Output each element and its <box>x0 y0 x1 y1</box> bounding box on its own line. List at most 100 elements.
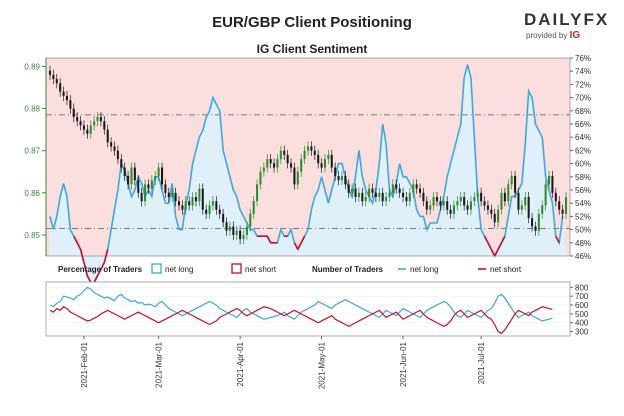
candle-body <box>459 197 462 202</box>
candle-body <box>452 205 456 214</box>
net-short-pct-segment <box>493 249 499 257</box>
candle-body <box>422 192 425 202</box>
candle-body <box>531 218 534 227</box>
candle-body <box>262 167 265 172</box>
candle-body <box>554 192 557 202</box>
candle-body <box>551 175 554 193</box>
candle-body <box>320 163 323 168</box>
lower-right-tick-label: 700 <box>575 292 589 301</box>
candle-body <box>408 192 411 202</box>
candle-body <box>317 154 320 164</box>
candle-body <box>218 209 221 214</box>
net-short-count-line <box>49 306 553 335</box>
candle-body <box>269 159 272 164</box>
candle-body <box>296 171 299 185</box>
dailyfx-logo: DAILYFX <box>524 10 609 30</box>
candle-body <box>391 184 394 193</box>
candle-body <box>497 209 500 223</box>
candle-body <box>86 129 89 134</box>
candle-body <box>48 70 52 75</box>
candle-body <box>517 192 520 210</box>
candle-body <box>418 188 422 193</box>
candle-body <box>402 192 405 198</box>
legend-num-short-label: net short <box>490 265 522 274</box>
candle-body <box>184 201 187 210</box>
candle-body <box>327 154 330 160</box>
candle-body <box>429 205 432 210</box>
candle-body <box>381 192 384 202</box>
candle-body <box>225 222 228 231</box>
candle-body <box>547 175 551 185</box>
candle-body <box>133 167 136 181</box>
x-date-label: 2021-May-01 <box>318 341 327 389</box>
right-tick-label: 56% <box>575 186 591 195</box>
candle-body <box>425 201 428 210</box>
candle-body <box>266 159 269 168</box>
net-long-pct-line <box>49 64 564 284</box>
candle-body <box>520 205 523 210</box>
candle-body <box>405 197 408 202</box>
candle-body <box>228 226 231 231</box>
left-tick-label: 0.85 <box>24 231 40 240</box>
net-short-pct-segment <box>103 249 109 263</box>
legend-pct-short-label: net short <box>245 265 277 274</box>
left-tick-label: 0.87 <box>24 147 40 156</box>
lower-right-tick-label: 800 <box>575 283 589 292</box>
net-short-pct-segment <box>86 275 92 283</box>
candle-body <box>164 184 167 193</box>
candle-body <box>123 167 126 176</box>
candle-body <box>76 116 79 122</box>
candle-body <box>208 205 211 214</box>
candle-body <box>480 192 483 202</box>
candle-body <box>72 108 75 117</box>
candle-body <box>500 192 503 210</box>
right-tick-label: 70% <box>575 94 591 103</box>
right-tick-label: 50% <box>575 226 591 235</box>
right-tick-label: 66% <box>575 120 591 129</box>
candle-body <box>245 226 248 235</box>
candle-body <box>330 154 333 168</box>
candle-body <box>456 201 459 206</box>
candle-body <box>171 192 174 198</box>
brand-provider: provided by IG <box>526 30 580 41</box>
net-short-pct-segment <box>93 275 99 283</box>
candle-body <box>242 234 245 240</box>
net-short-pct-segment <box>500 235 506 244</box>
candle-body <box>449 209 452 214</box>
net-short-pct-segment <box>96 268 102 277</box>
candle-body <box>527 197 530 219</box>
candle-body <box>52 74 55 80</box>
x-date-label: 2021-Apr-01 <box>236 341 245 386</box>
lower-right-tick-label: 300 <box>575 328 589 337</box>
candle-body <box>222 213 225 223</box>
candle-body <box>289 163 293 168</box>
right-tick-label: 60% <box>575 160 591 169</box>
candle-body <box>510 175 513 185</box>
candle-body <box>558 201 561 210</box>
right-tick-label: 54% <box>575 199 591 208</box>
legend-pct-title: Percentage of Traders <box>58 265 143 274</box>
candle-body <box>385 197 388 202</box>
candle-body <box>215 201 218 210</box>
brand-text: DAILYFX <box>524 10 610 29</box>
candle-body <box>235 230 238 235</box>
candle-body <box>273 163 276 168</box>
candle-body <box>106 129 109 143</box>
candle-body <box>537 213 540 231</box>
candle-body <box>252 201 255 214</box>
candle-body <box>364 197 367 202</box>
net-short-pct-segment <box>73 235 78 244</box>
net-short-pct-segment <box>100 262 106 270</box>
right-tick-label: 58% <box>575 173 591 182</box>
net-short-pct-segment <box>266 235 272 244</box>
candle-body <box>113 146 116 151</box>
net-short-pct-segment <box>490 249 496 257</box>
net-short-pct-segment <box>483 235 489 244</box>
candle-body <box>483 201 486 206</box>
candle-body <box>300 159 303 172</box>
candle-body <box>351 188 354 193</box>
candle-body <box>432 197 435 206</box>
right-tick-label: 74% <box>575 67 591 76</box>
candle-body <box>82 125 85 130</box>
